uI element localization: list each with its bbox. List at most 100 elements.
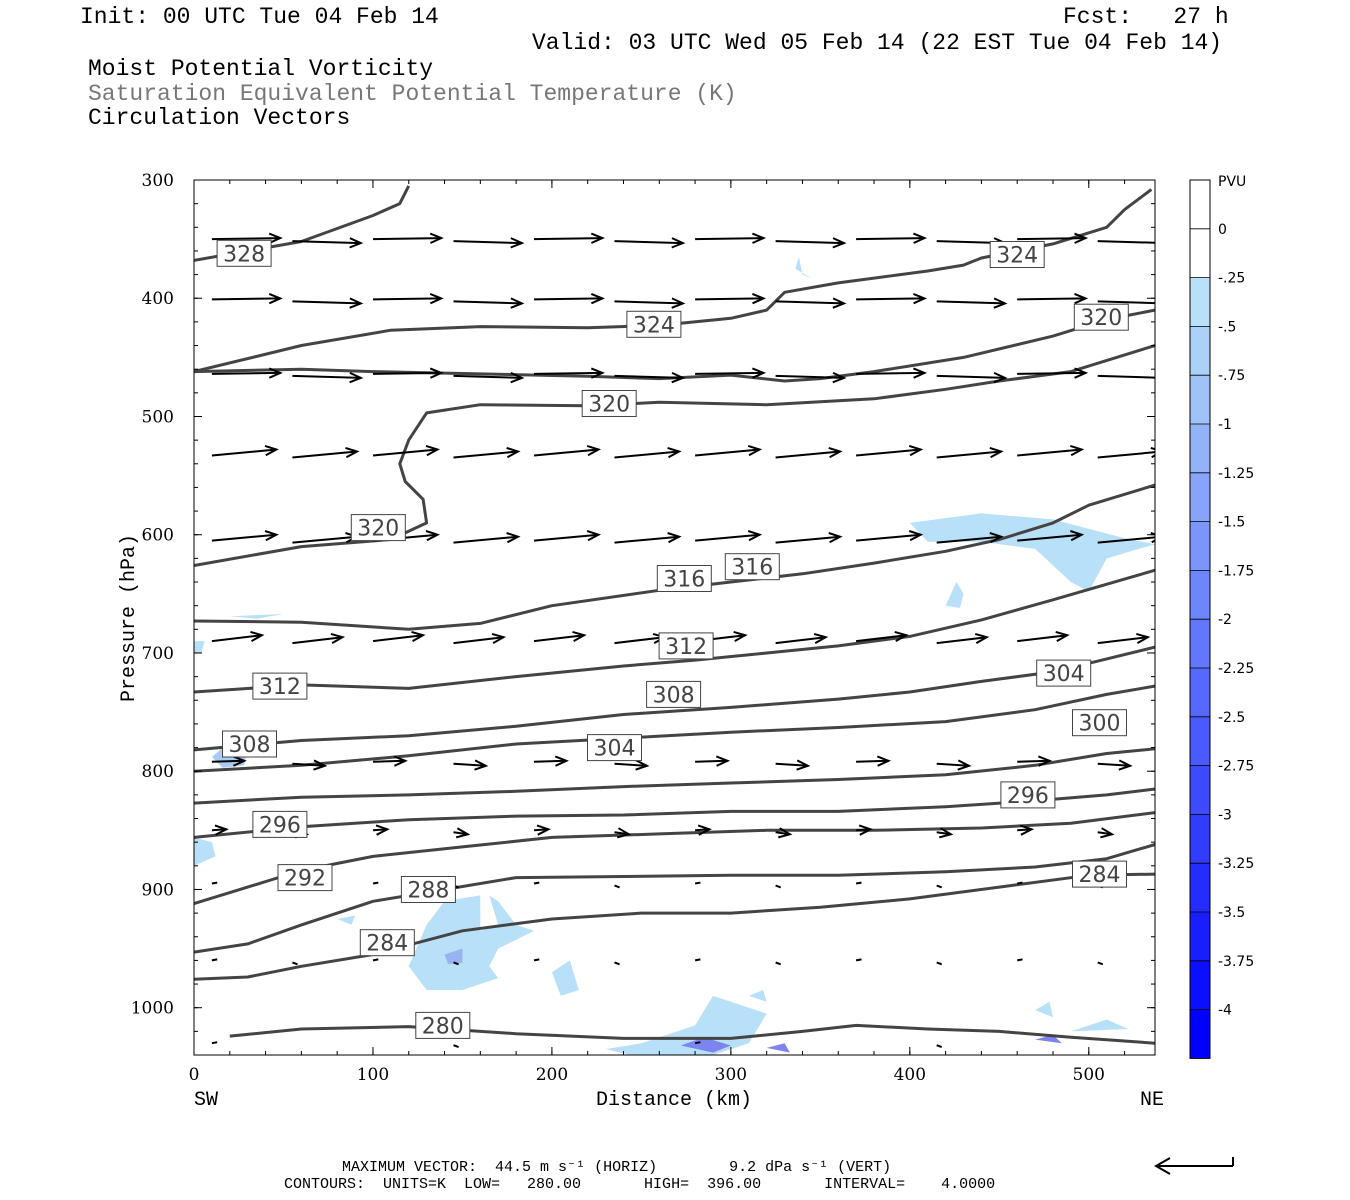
circulation-vector-82 xyxy=(1017,755,1053,767)
circulation-vector-15 xyxy=(453,297,525,309)
x-right-label: NE xyxy=(1140,1089,1164,1112)
circulation-vector-3 xyxy=(453,237,525,249)
circulation-vector-110 xyxy=(372,958,379,962)
circulation-vector-118 xyxy=(1017,958,1023,962)
circulation-vector-104 xyxy=(855,881,862,885)
svg-text:284: 284 xyxy=(366,932,408,957)
circulation-vector-40 xyxy=(533,444,602,457)
pv-region-2 xyxy=(229,614,284,619)
circulation-vector-112 xyxy=(533,958,540,962)
circulation-vector-98 xyxy=(372,881,379,885)
circulation-vector-75 xyxy=(453,759,489,771)
circulation-vector-39 xyxy=(453,446,521,459)
colorbar-box-9 xyxy=(1190,619,1210,668)
colorbar-label-0: 0 xyxy=(1218,222,1227,238)
init-time: Init: 00 UTC Tue 04 Feb 14 xyxy=(80,4,439,30)
svg-text:324: 324 xyxy=(633,313,675,338)
circulation-vector-95 xyxy=(1097,827,1115,839)
circulation-vector-108 xyxy=(211,958,218,962)
svg-text:316: 316 xyxy=(731,556,773,581)
colorbar-label-15: -3.75 xyxy=(1218,954,1254,970)
circulation-vector-19 xyxy=(775,297,847,309)
circulation-vector-101 xyxy=(614,884,620,889)
circulation-vector-44 xyxy=(856,444,924,457)
x-tick-label-200: 200 xyxy=(536,1065,568,1085)
circulation-vector-7 xyxy=(775,237,847,249)
circulation-vector-103 xyxy=(775,884,782,889)
reference-vector-arrow-icon xyxy=(1153,1157,1234,1175)
circulation-vector-84 xyxy=(211,824,229,836)
circulation-vector-88 xyxy=(533,824,551,836)
y-axis-label: Pressure (hPa) xyxy=(118,534,141,702)
colorbar-label-12: -3 xyxy=(1218,807,1232,823)
svg-text:312: 312 xyxy=(665,635,707,660)
colorbar-box-6 xyxy=(1190,472,1210,522)
circulation-vector-81 xyxy=(936,759,972,771)
colorbar-label-16: -4 xyxy=(1218,1003,1232,1019)
pv-region-10 xyxy=(748,990,767,1002)
plot-frame xyxy=(193,179,1156,1056)
circulation-vector-64 xyxy=(533,630,587,643)
pv-region-12 xyxy=(680,1037,731,1053)
svg-text:316: 316 xyxy=(663,568,705,593)
pv-region-9 xyxy=(551,960,579,996)
contour-label-320-4: 320 xyxy=(581,390,637,418)
valid-time: Valid: 03 UTC Wed 05 Feb 14 (22 EST Tue … xyxy=(532,30,1223,56)
theta-es-contour-280-13 xyxy=(229,1023,1155,1045)
svg-text:304: 304 xyxy=(594,737,636,762)
pv-region-8 xyxy=(444,948,463,964)
colorbar-box-2 xyxy=(1190,277,1210,327)
circulation-vector-2 xyxy=(372,232,444,244)
circulation-vector-51 xyxy=(453,532,521,544)
circulation-vector-24 xyxy=(211,367,283,379)
circulation-vector-65 xyxy=(614,632,668,645)
y-tick-label-900: 900 xyxy=(142,880,174,900)
pv-region-11 xyxy=(605,995,767,1055)
contour-label-320-5: 320 xyxy=(350,514,406,542)
circulation-vector-27 xyxy=(453,371,525,384)
colorbar-box-5 xyxy=(1190,424,1210,473)
circulation-vector-90 xyxy=(695,824,712,836)
circulation-vector-77 xyxy=(614,759,650,771)
pv-region-17 xyxy=(795,256,812,279)
circulation-vector-5 xyxy=(614,237,686,249)
colorbar-box-11 xyxy=(1190,716,1210,766)
circulation-vector-36 xyxy=(211,444,279,457)
circulation-vector-57 xyxy=(936,532,1004,544)
circulation-vector-41 xyxy=(614,446,682,459)
circulation-vector-17 xyxy=(614,297,686,309)
circulation-vector-117 xyxy=(936,961,943,966)
contour-info: CONTOURS: UNITS=K LOW= 280.00 HIGH= 396.… xyxy=(284,1176,996,1193)
pv-region-13 xyxy=(766,1043,790,1053)
pv-region-14 xyxy=(1035,1001,1053,1018)
circulation-vector-13 xyxy=(292,297,364,309)
contour-label-292-17: 292 xyxy=(277,864,333,892)
svg-text:328: 328 xyxy=(223,242,265,267)
circulation-vector-78 xyxy=(695,755,731,767)
svg-text:280: 280 xyxy=(422,1014,464,1039)
circulation-vector-73 xyxy=(292,759,328,771)
contour-label-316-6: 316 xyxy=(656,565,712,593)
colorbar-label-9: -2.25 xyxy=(1218,661,1254,677)
colorbar-title: PVU xyxy=(1218,174,1246,190)
circulation-vector-26 xyxy=(372,367,444,379)
colorbar-label-2: -.5 xyxy=(1218,319,1236,335)
circulation-vector-46 xyxy=(1017,444,1085,457)
colorbar-label-4: -1 xyxy=(1218,417,1232,433)
circulation-vector-20 xyxy=(856,292,928,305)
circulation-vector-80 xyxy=(856,755,892,767)
contour-label-296-15: 296 xyxy=(1000,781,1056,809)
circulation-vector-21 xyxy=(936,297,1008,309)
theta-es-contour-288-11 xyxy=(194,843,1155,954)
colorbar-label-13: -3.25 xyxy=(1218,856,1254,872)
circulation-vector-116 xyxy=(855,958,862,962)
circulation-vector-16 xyxy=(533,292,605,305)
circulation-vector-55 xyxy=(775,532,843,544)
circulation-vector-123 xyxy=(936,1044,943,1049)
x-tick-label-400: 400 xyxy=(894,1065,926,1085)
x-axis-label: Distance (km) xyxy=(596,1089,752,1112)
contour-label-280-21: 280 xyxy=(415,1011,471,1039)
circulation-vector-0 xyxy=(211,232,283,244)
circulation-vector-94 xyxy=(1017,824,1035,836)
